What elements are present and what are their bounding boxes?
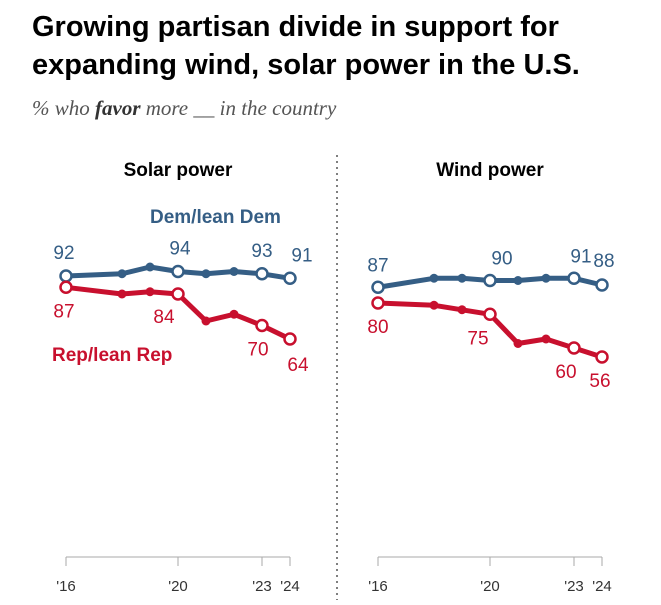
data-label: 92 [53,243,74,264]
data-label: 75 [467,328,488,349]
data-label: 88 [593,251,614,272]
data-point [429,300,439,310]
data-label: 93 [251,241,272,262]
data-point-open [595,278,609,292]
data-point [457,305,467,315]
data-point-open [171,287,185,301]
data-point [117,269,127,279]
series-dem: 92 94 93 91 Dem/lean Dem [53,207,313,285]
data-point [541,273,551,283]
data-point-open [255,267,269,281]
chart-title: Growing partisan divide in support for e… [32,11,580,81]
data-label: 84 [153,307,175,328]
data-label: 90 [491,249,512,270]
panel-title-solar: Solar power [124,160,233,181]
data-point-open [483,273,497,288]
data-point-open [171,264,185,279]
series-rep: 87 84 70 64 Rep/lean Rep [52,280,309,376]
data-point-open [567,271,581,285]
panels: Solar power '16 '20 '23 '24 92 94 93 91 Dem/lean … [52,160,615,595]
data-point-open [59,269,73,283]
data-point [201,316,211,326]
data-label: 60 [555,362,576,383]
data-point-open [59,280,73,294]
series-name-rep: Rep/lean Rep [52,345,172,366]
data-point [513,339,523,348]
x-tick-label: '16 [56,578,76,595]
data-label: 94 [169,239,191,260]
panel-title-wind: Wind power [436,160,544,181]
data-label: 80 [367,317,388,338]
data-point [541,334,551,344]
series-dem: 87 90 91 88 [367,246,615,294]
x-tick-label: '23 [252,578,272,595]
chart-subtitle: % who favor more __ in the country [32,96,336,121]
x-tick-label: '23 [564,578,584,595]
data-label: 87 [367,255,388,276]
data-point [429,273,439,283]
data-point [229,309,239,319]
data-point [145,262,155,272]
data-point-open [255,318,269,333]
data-point [145,287,155,297]
data-point [117,289,127,299]
data-label: 56 [589,371,610,392]
data-point-open [567,341,581,355]
data-point-open [595,350,609,364]
data-point-open [483,307,497,321]
x-tick-label: '24 [592,578,612,595]
x-tick-label: '20 [480,578,500,595]
panel-wind: Wind power '16 '20 '23 '24 87 90 91 88 80 75 60 56 [367,160,614,595]
data-point-open [371,296,385,310]
data-point [229,267,239,276]
subtitle-emphasis: favor [95,96,141,120]
x-tick-label: '20 [168,578,188,595]
data-point [457,273,467,283]
subtitle-prefix: % who [32,96,90,120]
subtitle-suffix: more __ in the country [145,96,337,120]
data-point-open [283,271,297,285]
series-rep: 80 75 60 56 [367,296,611,392]
panel-solar: Solar power '16 '20 '23 '24 92 94 93 91 Dem/lean … [52,160,313,595]
data-label: 87 [53,301,74,322]
data-label: 70 [247,340,268,361]
data-point-open [371,280,385,294]
x-tick-label: '24 [280,578,300,595]
series-name-dem: Dem/lean Dem [150,207,281,228]
data-label: 64 [287,355,309,376]
data-point-open [283,332,297,346]
x-tick-label: '16 [368,578,388,595]
data-point [513,276,523,285]
data-point [201,269,211,279]
data-label: 91 [570,246,591,267]
data-label: 91 [291,245,312,266]
